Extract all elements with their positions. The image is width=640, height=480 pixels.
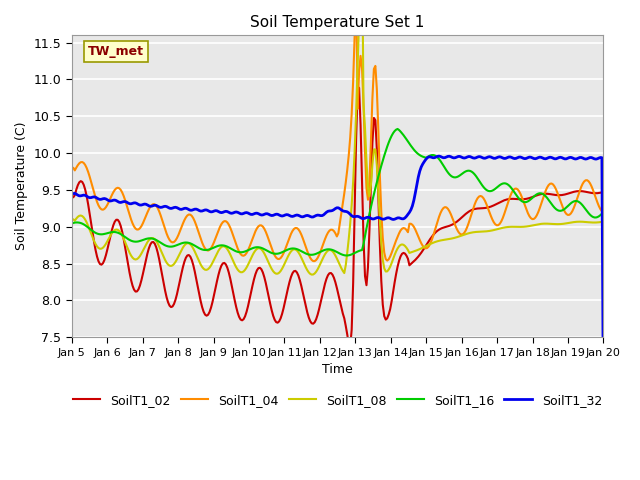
SoilT1_16: [133, 239, 141, 244]
X-axis label: Time: Time: [322, 363, 353, 376]
SoilT1_32: [300, 214, 308, 219]
SoilT1_08: [308, 272, 316, 277]
SoilT1_16: [300, 250, 308, 256]
SoilT1_16: [573, 198, 580, 204]
SoilT1_02: [253, 267, 260, 273]
SoilT1_04: [573, 197, 580, 203]
SoilT1_16: [227, 245, 234, 251]
SoilT1_02: [133, 288, 141, 294]
SoilT1_32: [133, 201, 141, 206]
Y-axis label: Soil Temperature (C): Soil Temperature (C): [15, 122, 28, 251]
SoilT1_32: [253, 210, 260, 216]
SoilT1_02: [600, 189, 607, 195]
SoilT1_02: [227, 276, 234, 282]
Legend: SoilT1_02, SoilT1_04, SoilT1_08, SoilT1_16, SoilT1_32: SoilT1_02, SoilT1_04, SoilT1_08, SoilT1_…: [68, 389, 607, 412]
SoilT1_16: [344, 252, 351, 258]
SoilT1_02: [300, 297, 308, 302]
SoilT1_04: [227, 225, 234, 230]
SoilT1_32: [68, 191, 76, 196]
Text: TW_met: TW_met: [88, 45, 144, 58]
SoilT1_02: [244, 303, 252, 309]
SoilT1_16: [244, 247, 252, 253]
SoilT1_04: [68, 165, 76, 171]
SoilT1_32: [227, 210, 234, 216]
Line: SoilT1_02: SoilT1_02: [72, 88, 604, 347]
SoilT1_08: [600, 219, 607, 225]
SoilT1_08: [68, 216, 76, 222]
SoilT1_08: [227, 252, 234, 257]
SoilT1_16: [600, 209, 607, 215]
SoilT1_16: [253, 244, 260, 250]
Title: Soil Temperature Set 1: Soil Temperature Set 1: [250, 15, 425, 30]
SoilT1_02: [573, 188, 580, 194]
SoilT1_08: [133, 256, 141, 262]
SoilT1_08: [300, 261, 308, 267]
SoilT1_04: [253, 226, 260, 231]
SoilT1_04: [311, 258, 319, 264]
SoilT1_32: [435, 153, 443, 159]
Line: SoilT1_04: SoilT1_04: [72, 0, 604, 261]
Line: SoilT1_32: SoilT1_32: [72, 156, 604, 402]
SoilT1_16: [68, 220, 76, 226]
SoilT1_32: [572, 156, 579, 162]
SoilT1_04: [300, 240, 308, 245]
Line: SoilT1_08: SoilT1_08: [72, 0, 604, 275]
Line: SoilT1_16: SoilT1_16: [72, 129, 604, 255]
SoilT1_16: [394, 126, 401, 132]
SoilT1_32: [600, 399, 607, 405]
SoilT1_04: [600, 209, 607, 215]
SoilT1_02: [68, 194, 76, 200]
SoilT1_32: [244, 210, 252, 216]
SoilT1_04: [244, 247, 252, 253]
SoilT1_08: [573, 219, 580, 225]
SoilT1_02: [355, 85, 363, 91]
SoilT1_04: [133, 227, 141, 232]
SoilT1_02: [346, 344, 354, 350]
SoilT1_08: [244, 262, 252, 267]
SoilT1_08: [253, 246, 260, 252]
